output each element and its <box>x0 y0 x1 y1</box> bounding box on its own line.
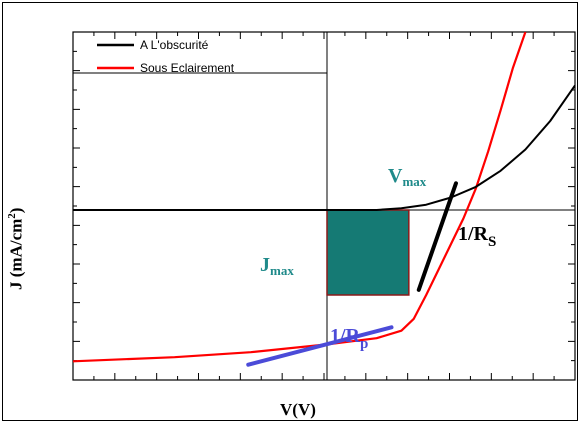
annotation-jmax: Jmax <box>260 254 294 278</box>
tangent-lines <box>246 181 458 367</box>
series-dark-curve <box>73 84 575 211</box>
max-power-rect <box>326 209 410 296</box>
y-axis-label: J (mA/cm2) <box>6 207 26 290</box>
curves <box>73 32 575 363</box>
figure-frame <box>2 2 578 421</box>
tick-marks <box>72 31 576 381</box>
parallel-resistance-tangent <box>246 325 394 367</box>
series-illuminated-curve <box>73 32 527 363</box>
reference-lines <box>73 32 575 380</box>
annotation-rp: 1/Rp <box>330 325 368 352</box>
x-axis-label: V(V) <box>280 400 316 419</box>
annotation-rs: 1/RS <box>458 223 496 250</box>
annotation-vmax: Vmax <box>388 165 427 189</box>
legend-label-dark: A L'obscurité <box>140 38 209 52</box>
plot-area <box>72 31 576 381</box>
series-resistance-tangent <box>416 181 458 292</box>
max-power-region <box>326 209 410 296</box>
legend-label-light: Sous Eclairement <box>140 61 235 75</box>
axis-ticks <box>72 31 576 381</box>
